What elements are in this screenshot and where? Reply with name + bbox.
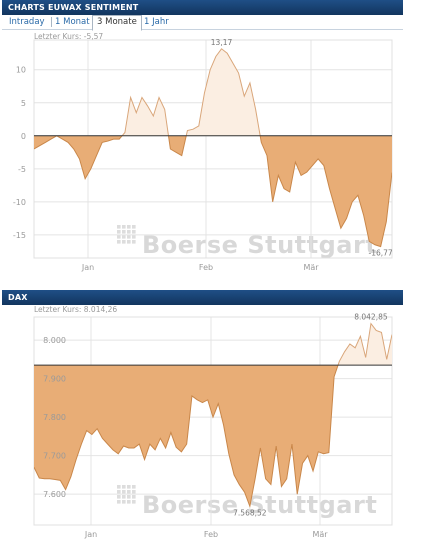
tab-separator bbox=[51, 17, 52, 27]
watermark-dot bbox=[132, 490, 136, 494]
watermark-grid-icon bbox=[117, 485, 136, 504]
watermark-dot bbox=[132, 485, 136, 489]
watermark-logo: Boerse Stuttgart bbox=[117, 485, 377, 519]
watermark-dot bbox=[132, 230, 136, 234]
timeframe-tabs: Intraday 1 Monat 3 Monate 1 Jahr bbox=[2, 15, 403, 31]
watermark-dot bbox=[127, 225, 131, 229]
y-tick-label: 7.700 bbox=[43, 452, 66, 461]
watermark-text: Boerse Stuttgart bbox=[142, 491, 377, 519]
watermark-dot bbox=[122, 485, 126, 489]
series-line-above bbox=[55, 48, 261, 136]
y-tick-label: -5 bbox=[18, 165, 26, 174]
series-line-below bbox=[34, 365, 339, 509]
dax-panel-header: DAX bbox=[2, 290, 403, 305]
watermark-dot bbox=[117, 240, 121, 244]
watermark-dot bbox=[122, 235, 126, 239]
above-baseline-area bbox=[34, 323, 392, 366]
x-tick-label: Mär bbox=[312, 530, 328, 539]
sentiment-chart: Letzter Kurs: -5,57 Boerse Stuttgart 10 5… bbox=[13, 32, 393, 272]
watermark-grid-icon bbox=[117, 225, 136, 244]
watermark-dot bbox=[122, 240, 126, 244]
last-price-label: Letzter Kurs: 8.014,26 bbox=[34, 305, 117, 314]
last-price-label: Letzter Kurs: -5,57 bbox=[34, 32, 103, 41]
watermark-dot bbox=[117, 230, 121, 234]
below-baseline-area bbox=[34, 135, 392, 247]
y-tick-label: 10 bbox=[16, 66, 26, 75]
watermark-dot bbox=[132, 495, 136, 499]
x-tick-label: Feb bbox=[199, 263, 213, 272]
watermark-dot bbox=[122, 495, 126, 499]
tab-1-monat[interactable]: 1 Monat bbox=[55, 17, 90, 27]
watermark-dot bbox=[122, 225, 126, 229]
max-value-label: 8.042,85 bbox=[354, 313, 388, 322]
x-tick-label: Jan bbox=[84, 530, 97, 539]
watermark-dot bbox=[127, 235, 131, 239]
watermark-dot bbox=[127, 500, 131, 504]
x-tick-label: Feb bbox=[204, 530, 218, 539]
y-tick-label: 8.000 bbox=[43, 336, 66, 345]
watermark-dot bbox=[127, 240, 131, 244]
watermark-dot bbox=[127, 490, 131, 494]
watermark-dot bbox=[122, 490, 126, 494]
min-value-label: -16,77 bbox=[369, 249, 393, 258]
watermark-dot bbox=[132, 240, 136, 244]
y-tick-label: 7.900 bbox=[43, 375, 66, 384]
watermark-dot bbox=[117, 235, 121, 239]
watermark-dot bbox=[117, 225, 121, 229]
below-baseline-area bbox=[34, 365, 392, 507]
y-tick-label: 5 bbox=[21, 99, 26, 108]
watermark-dot bbox=[132, 235, 136, 239]
sentiment-panel-header: CHARTS EUWAX SENTIMENT bbox=[2, 0, 403, 15]
watermark-text: Boerse Stuttgart bbox=[142, 231, 377, 259]
tab-1-jahr[interactable]: 1 Jahr bbox=[144, 17, 169, 27]
watermark-dot bbox=[132, 500, 136, 504]
watermark-dot bbox=[117, 490, 121, 494]
y-tick-label: 7.600 bbox=[43, 490, 66, 499]
y-tick-label: 7.800 bbox=[43, 413, 66, 422]
watermark-dot bbox=[127, 485, 131, 489]
watermark-dot bbox=[122, 230, 126, 234]
watermark-dot bbox=[117, 485, 121, 489]
series-line-below bbox=[34, 135, 392, 248]
x-tick-label: Mär bbox=[303, 263, 319, 272]
watermark-dot bbox=[122, 500, 126, 504]
watermark-dot bbox=[127, 230, 131, 234]
watermark-dot bbox=[117, 500, 121, 504]
tab-3-monate[interactable]: 3 Monate bbox=[92, 15, 142, 31]
dax-chart: Letzter Kurs: 8.014,26 Boerse Stuttgart … bbox=[33, 305, 393, 539]
watermark-dot bbox=[127, 495, 131, 499]
y-tick-label: -15 bbox=[13, 231, 26, 240]
x-tick-label: Jan bbox=[81, 263, 94, 272]
tab-intraday[interactable]: Intraday bbox=[9, 17, 45, 27]
watermark-dot bbox=[117, 495, 121, 499]
min-value-label: 7.568,52 bbox=[233, 508, 267, 517]
max-value-label: 13,17 bbox=[211, 38, 233, 47]
y-tick-label: -10 bbox=[13, 198, 26, 207]
y-tick-label: 0 bbox=[21, 132, 26, 141]
watermark-logo: Boerse Stuttgart bbox=[117, 225, 377, 259]
watermark-dot bbox=[132, 225, 136, 229]
above-baseline-area bbox=[34, 48, 392, 136]
